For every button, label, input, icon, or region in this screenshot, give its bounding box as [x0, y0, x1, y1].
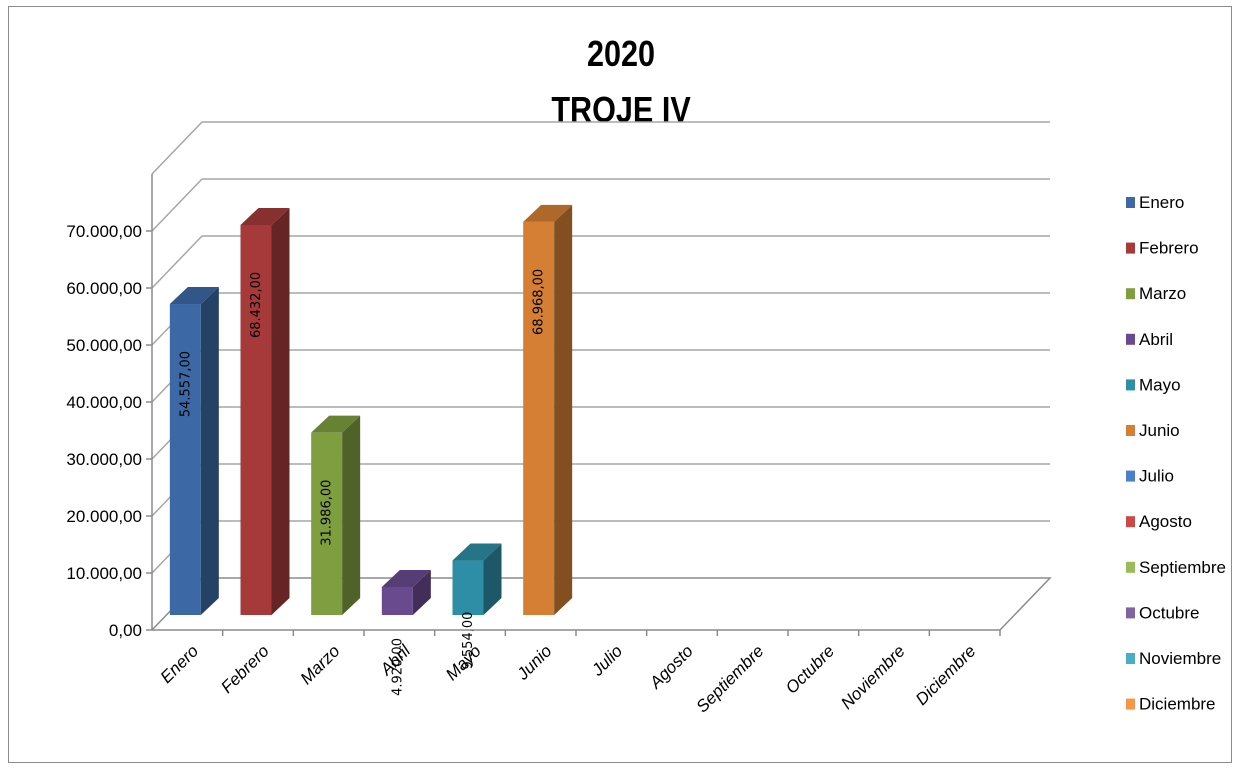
grid-side-line — [151, 178, 203, 232]
y-tick-label: 50.000,00 — [66, 336, 142, 355]
legend-swatch — [1126, 653, 1135, 664]
bar-side — [554, 204, 573, 616]
y-tick-label: 60.000,00 — [66, 279, 142, 298]
legend-swatch — [1126, 516, 1135, 528]
bar-top — [169, 287, 219, 305]
x-tick-label: Febrero — [217, 641, 273, 697]
chart-title-line: 2020 — [587, 35, 655, 75]
chart-title-line: TROJE IV — [551, 91, 691, 131]
legend-label: Octubre — [1139, 603, 1199, 622]
x-tick-label: Octubre — [782, 641, 838, 697]
legend-label: Julio — [1139, 467, 1174, 486]
bar-top — [311, 415, 361, 433]
bar-front — [311, 432, 343, 615]
legend-swatch — [1126, 561, 1135, 573]
chart-title: 2020 TROJE IV — [551, 35, 691, 131]
data-label: 68.432,00 — [249, 272, 264, 338]
legend-item: Marzo — [1126, 284, 1186, 303]
x-tick-label: Julio — [587, 641, 626, 680]
data-label: 31.986,00 — [320, 480, 335, 546]
legend: Enero Febrero Marzo Abril Mayo Junio Julio Agos… — [1126, 193, 1226, 714]
legend-label: Febrero — [1139, 239, 1199, 258]
legend-label: Mayo — [1139, 375, 1181, 394]
legend-swatch — [1126, 379, 1135, 391]
bar-side — [200, 287, 219, 615]
data-label: 54.557,00 — [178, 351, 193, 417]
bar-febrero: 68.432,00 — [240, 207, 290, 615]
legend-label: Junio — [1139, 421, 1180, 440]
data-label: 4.920,00 — [390, 638, 405, 696]
bars: 54.557,00 68.432,00 31.986,00 4.920,00 9.554… — [169, 204, 573, 696]
legend-item: Septiembre — [1126, 558, 1226, 577]
bar-front — [240, 224, 272, 615]
legend-swatch — [1126, 607, 1135, 619]
legend-item: Febrero — [1126, 239, 1199, 258]
bar-top — [452, 543, 502, 561]
bar-top — [240, 207, 290, 225]
legend-label: Noviembre — [1139, 649, 1221, 668]
legend-item: Julio — [1126, 467, 1174, 486]
bar-front — [523, 221, 555, 616]
x-tick-label: Marzo — [297, 641, 344, 688]
y-tick-label: 40.000,00 — [66, 393, 142, 412]
legend-item: Agosto — [1126, 512, 1192, 531]
x-tick-label: Noviembre — [837, 641, 909, 713]
bar-side — [483, 543, 502, 615]
bar-marzo: 31.986,00 — [311, 415, 361, 615]
legend-swatch — [1126, 425, 1135, 436]
legend-item: Octubre — [1126, 603, 1199, 622]
bar-top — [381, 569, 431, 587]
x-tick-label: Diciembre — [912, 641, 980, 709]
legend-label: Agosto — [1139, 512, 1192, 531]
y-tick-label: 30.000,00 — [66, 450, 142, 469]
grid-side-line — [151, 235, 203, 289]
legend-label: Septiembre — [1139, 558, 1226, 577]
bar-junio: 68.968,00 — [523, 204, 573, 616]
legend-item: Diciembre — [1126, 695, 1216, 714]
legend-swatch — [1126, 197, 1135, 208]
bar-front — [381, 586, 413, 615]
legend-item: Mayo — [1126, 375, 1181, 394]
y-tick-label: 0,00 — [109, 621, 142, 640]
legend-swatch — [1126, 470, 1135, 482]
legend-label: Enero — [1139, 193, 1184, 212]
legend-item: Enero — [1126, 193, 1184, 212]
y-tick-label: 20.000,00 — [66, 507, 142, 526]
legend-swatch — [1126, 242, 1135, 254]
x-tick-label: Junio — [513, 641, 556, 684]
bar-side — [412, 569, 431, 615]
data-label: 9.554,00 — [461, 612, 476, 670]
bar-front — [169, 304, 201, 615]
x-tick-label: Agosto — [645, 641, 697, 693]
y-tick-label: 10.000,00 — [66, 564, 142, 583]
legend-label: Abril — [1139, 330, 1173, 349]
legend-swatch — [1126, 333, 1135, 345]
bar-mayo: 9.554,00 — [452, 543, 502, 670]
x-tick-label: Septiembre — [693, 641, 768, 716]
y-tick-label: 70.000,00 — [66, 222, 142, 241]
legend-swatch — [1126, 288, 1135, 300]
legend-item: Abril — [1126, 330, 1173, 349]
bar-front — [452, 560, 484, 615]
data-label: 68.968,00 — [532, 269, 547, 335]
bar-side — [342, 415, 361, 615]
bar-enero: 54.557,00 — [169, 287, 219, 615]
bar-side — [271, 207, 290, 615]
legend-label: Marzo — [1139, 284, 1186, 303]
bar-abril: 4.920,00 — [381, 569, 431, 696]
grid-side-line — [151, 121, 203, 175]
bar-top — [523, 204, 573, 222]
x-tick-label: Enero — [157, 641, 203, 687]
legend-swatch — [1126, 698, 1135, 710]
legend-item: Junio — [1126, 421, 1180, 440]
chart-frame — [8, 6, 1232, 763]
legend-label: Diciembre — [1139, 695, 1216, 714]
legend-item: Noviembre — [1126, 649, 1221, 668]
